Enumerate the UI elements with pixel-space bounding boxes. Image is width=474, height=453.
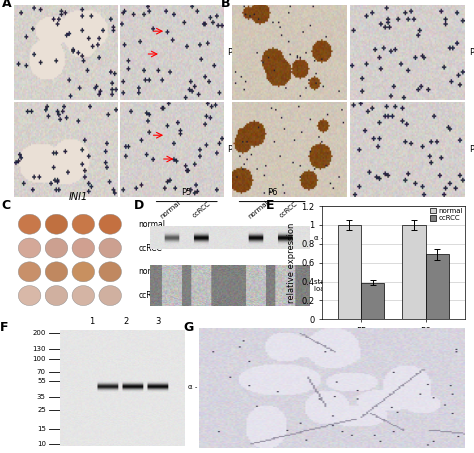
Circle shape	[72, 214, 95, 234]
Text: 2: 2	[124, 317, 129, 326]
Text: D: D	[134, 199, 144, 212]
Text: 1: 1	[89, 317, 94, 326]
Text: 70: 70	[37, 369, 46, 375]
Text: P1: P1	[227, 48, 237, 57]
Text: ccRCC: ccRCC	[192, 200, 212, 219]
Text: F: F	[0, 321, 9, 334]
Text: P4: P4	[469, 145, 474, 154]
Text: normal: normal	[138, 220, 165, 229]
Circle shape	[45, 238, 68, 258]
Bar	[402, 225, 426, 319]
Text: α - INI1: α - INI1	[315, 235, 340, 241]
Text: G: G	[183, 321, 193, 334]
Bar	[361, 283, 384, 319]
Circle shape	[72, 238, 95, 258]
Y-axis label: relative expression: relative expression	[287, 222, 296, 303]
Text: INI1: INI1	[69, 192, 88, 202]
Text: B: B	[221, 0, 230, 10]
Text: 10: 10	[37, 441, 46, 447]
Circle shape	[72, 262, 95, 282]
Bar	[426, 254, 449, 319]
Text: A: A	[2, 0, 11, 10]
Text: stain free
loading control: stain free loading control	[315, 279, 367, 292]
Text: normal: normal	[275, 0, 304, 1]
Circle shape	[99, 286, 121, 306]
Circle shape	[99, 262, 121, 282]
Bar	[338, 225, 361, 319]
Circle shape	[99, 238, 121, 258]
Text: 200: 200	[32, 330, 46, 336]
Text: normal: normal	[138, 267, 165, 276]
Circle shape	[18, 214, 41, 234]
Text: normal: normal	[247, 199, 270, 220]
Text: ccRCC: ccRCC	[278, 200, 299, 219]
Text: P2: P2	[227, 145, 237, 154]
Legend: normal, ccRCC: normal, ccRCC	[429, 207, 464, 222]
Text: 55: 55	[37, 378, 46, 384]
Text: 25: 25	[37, 407, 46, 413]
Text: P6: P6	[267, 188, 277, 197]
Text: ccRCC: ccRCC	[138, 291, 162, 300]
Circle shape	[45, 214, 68, 234]
Circle shape	[72, 286, 95, 306]
Circle shape	[45, 262, 68, 282]
Text: C: C	[1, 199, 10, 212]
Circle shape	[45, 286, 68, 306]
Text: E: E	[265, 199, 274, 212]
Text: 130: 130	[32, 346, 46, 352]
Circle shape	[18, 262, 41, 282]
Text: 35: 35	[37, 395, 46, 400]
Text: 100: 100	[32, 356, 46, 362]
Text: P3: P3	[469, 48, 474, 57]
Circle shape	[18, 238, 41, 258]
Text: 15: 15	[37, 426, 46, 432]
Text: P5: P5	[182, 188, 192, 197]
Circle shape	[99, 214, 121, 234]
Text: ccRCC: ccRCC	[138, 244, 162, 252]
Circle shape	[18, 286, 41, 306]
Text: normal: normal	[159, 199, 182, 220]
Text: ccRCC: ccRCC	[394, 0, 420, 1]
Text: α - INI1: α - INI1	[188, 384, 213, 390]
Text: normal: normal	[51, 0, 81, 1]
Text: ccRCC + rhabdoid: ccRCC + rhabdoid	[133, 0, 210, 1]
Text: 3: 3	[155, 317, 161, 326]
